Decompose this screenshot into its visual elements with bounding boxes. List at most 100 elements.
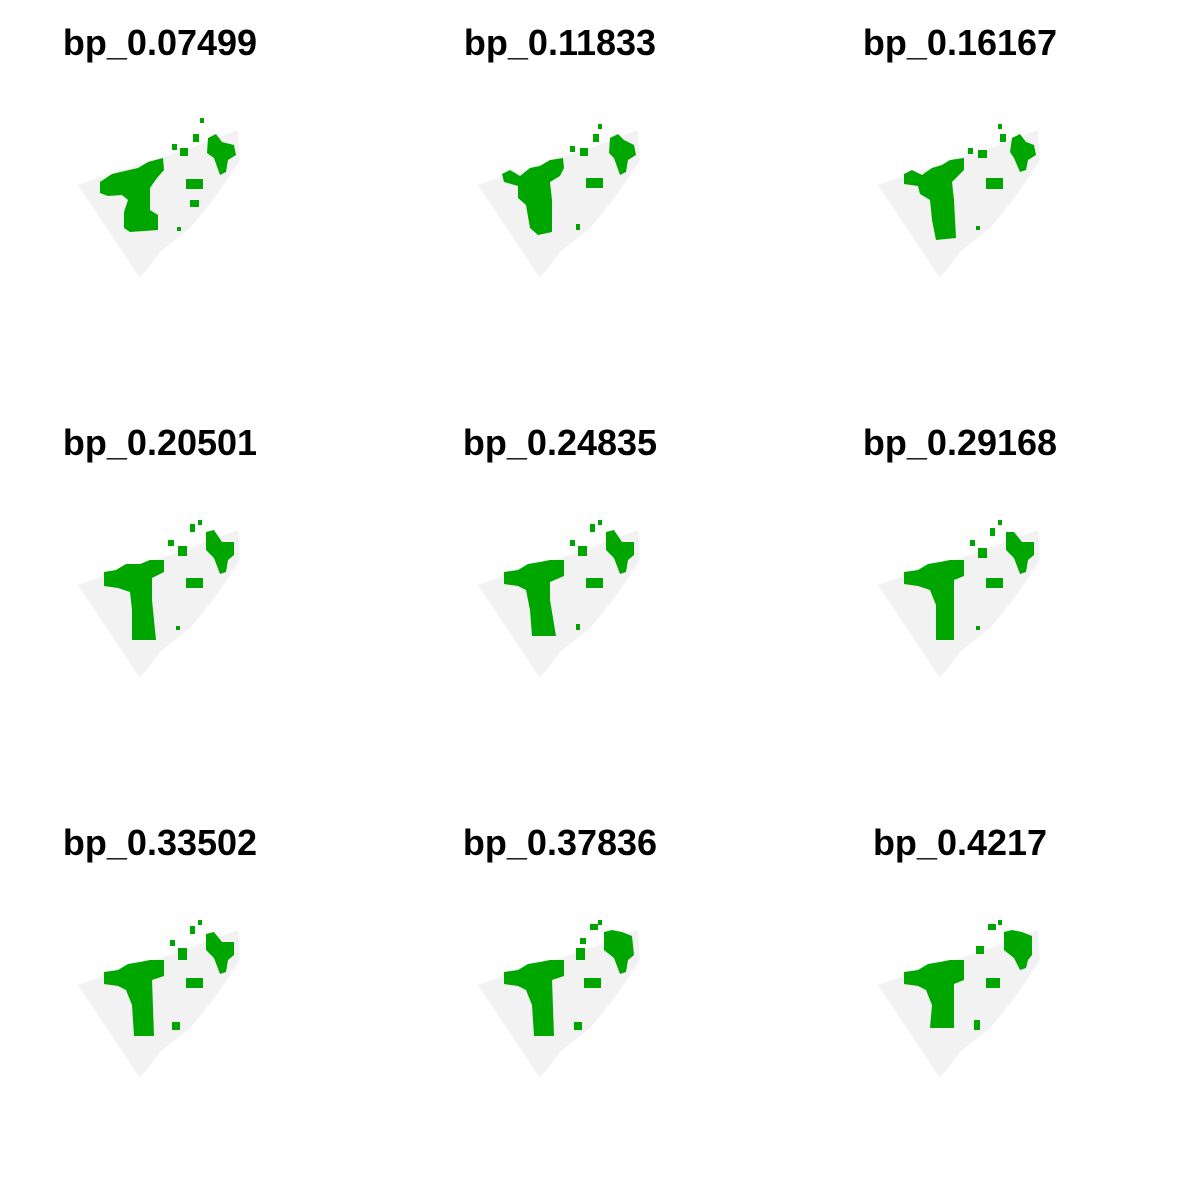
presence-area (598, 520, 602, 525)
presence-area (504, 560, 564, 636)
study-region (78, 130, 240, 278)
presence-area (578, 546, 587, 556)
panel-title: bp_0.33502 (62, 822, 258, 863)
presence-area (988, 924, 996, 930)
presence-area (100, 158, 164, 232)
presence-area (1010, 134, 1036, 172)
presence-area (976, 946, 984, 954)
presence-area (570, 540, 575, 546)
presence-area (178, 546, 187, 556)
presence-area (986, 178, 1003, 189)
map-plot (878, 920, 1040, 1078)
map-plot (78, 520, 240, 678)
map-plot (478, 124, 640, 278)
presence-area (170, 940, 175, 946)
presence-area (104, 960, 164, 1036)
presence-area (168, 540, 174, 546)
map-panel: bp_0.33502 (0, 800, 400, 1200)
presence-area (998, 920, 1002, 925)
presence-area (580, 148, 588, 156)
presence-area (586, 178, 603, 188)
map-panel: bp_0.4217 (800, 800, 1200, 1200)
map-plot (878, 520, 1040, 678)
map-panel: bp_0.07499 (0, 0, 400, 400)
panel-title: bp_0.07499 (62, 22, 258, 63)
presence-area (570, 146, 575, 152)
presence-area (593, 134, 599, 142)
presence-area (186, 578, 203, 588)
panel-title: bp_0.16167 (862, 22, 1058, 63)
presence-area (177, 227, 181, 231)
presence-area (190, 524, 195, 532)
study-region (878, 930, 1040, 1078)
presence-area (186, 179, 203, 189)
presence-area (190, 200, 199, 207)
panel-title: bp_0.20501 (62, 422, 258, 463)
presence-area (580, 938, 586, 944)
presence-area (190, 926, 195, 934)
presence-area (172, 144, 177, 150)
presence-area (978, 548, 987, 558)
study-region (78, 530, 240, 678)
presence-area (1004, 930, 1032, 970)
study-region (478, 530, 640, 678)
presence-area (576, 948, 585, 960)
presence-area (180, 148, 188, 156)
map-panel: bp_0.11833 (400, 0, 800, 400)
presence-area (976, 626, 980, 630)
panel-title: bp_0.24835 (462, 422, 658, 463)
map-panel: bp_0.16167 (800, 0, 1200, 400)
presence-area (586, 578, 603, 588)
presence-area (206, 932, 234, 974)
presence-area (178, 948, 187, 960)
presence-area (576, 624, 580, 630)
presence-area (598, 920, 602, 925)
presence-area (198, 520, 202, 525)
presence-area (504, 960, 564, 1036)
presence-area (193, 134, 199, 142)
presence-area (604, 930, 634, 974)
presence-area (904, 560, 964, 640)
study-region (478, 930, 640, 1078)
presence-area (206, 530, 234, 574)
presence-area (978, 150, 987, 158)
map-plot (878, 124, 1040, 278)
presence-area (502, 158, 564, 235)
map-panel: bp_0.37836 (400, 800, 800, 1200)
presence-area (172, 1022, 180, 1030)
presence-area (986, 978, 1000, 988)
map-plot (78, 118, 240, 278)
presence-area (609, 134, 636, 175)
presence-area (986, 578, 1003, 588)
panel-title: bp_0.11833 (463, 22, 657, 63)
presence-area (904, 158, 964, 240)
presence-area (606, 530, 634, 574)
presence-area (200, 118, 204, 123)
presence-area (1006, 532, 1034, 574)
presence-area (207, 134, 236, 175)
study-region (78, 930, 240, 1078)
presence-area (1000, 134, 1006, 142)
presence-area (990, 528, 995, 536)
presence-area (176, 626, 180, 630)
map-plot (478, 520, 640, 678)
presence-area (198, 920, 202, 925)
presence-area (998, 124, 1002, 129)
presence-area (974, 1020, 980, 1030)
presence-area (590, 524, 595, 532)
panel-title: bp_0.4217 (872, 822, 1048, 863)
presence-area (976, 226, 980, 230)
presence-area (104, 560, 164, 640)
presence-area (598, 124, 602, 129)
presence-area (970, 540, 975, 546)
presence-area (576, 224, 580, 230)
presence-area (584, 978, 601, 988)
map-plot (78, 920, 240, 1078)
study-region (878, 130, 1040, 278)
presence-area (998, 520, 1002, 525)
presence-area (186, 978, 203, 988)
map-plot (478, 920, 640, 1078)
map-panel: bp_0.24835 (400, 400, 800, 800)
panel-title: bp_0.37836 (462, 822, 658, 863)
